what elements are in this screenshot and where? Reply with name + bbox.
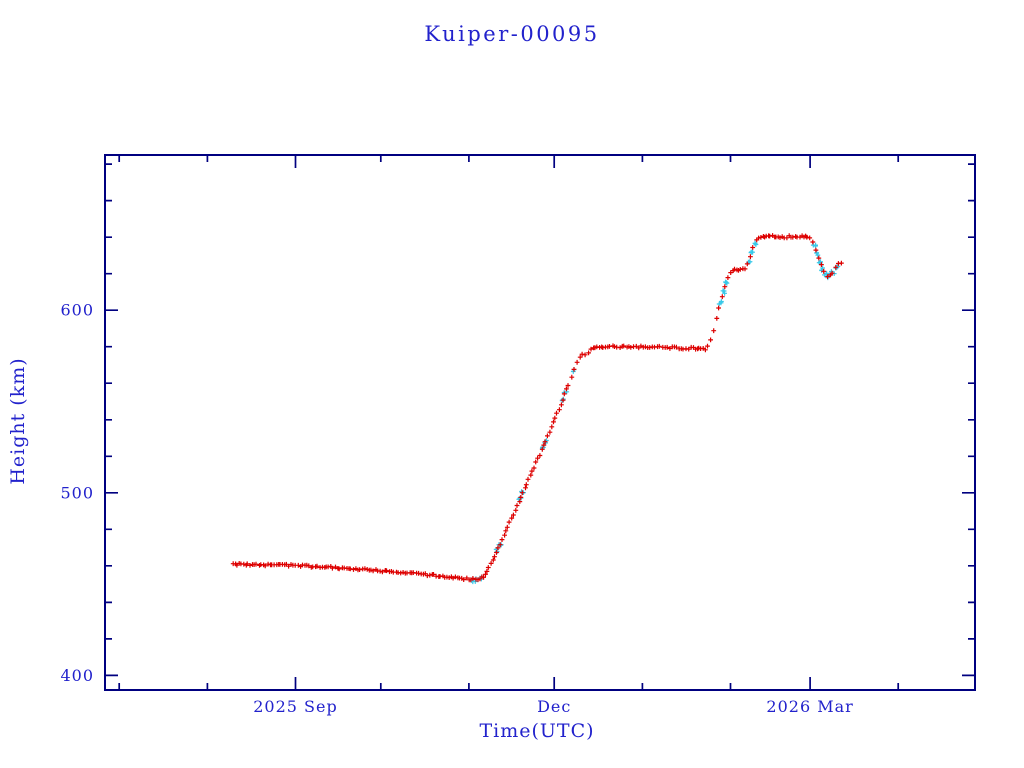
y-axis-label: Height (km) — [7, 357, 29, 484]
y-tick-label: 400 — [60, 666, 94, 685]
plot-frame — [104, 154, 976, 691]
x-axis-label: Time(UTC) — [479, 720, 594, 742]
y-tick-label: 500 — [60, 483, 94, 502]
series-observed-track — [230, 233, 844, 583]
axis-ticks — [105, 155, 975, 690]
x-tick-label: 2025 Sep — [253, 697, 337, 716]
x-tick-label: Dec — [537, 697, 571, 716]
x-tick-label: 2026 Mar — [766, 697, 853, 716]
tick-labels: 2025 Sep Dec 2026 Mar 400 500 600 — [60, 301, 853, 716]
y-tick-label: 600 — [60, 301, 94, 320]
chart-title: Kuiper-00095 — [424, 22, 599, 46]
data-series — [230, 233, 844, 585]
series-predicted-track — [469, 240, 841, 585]
